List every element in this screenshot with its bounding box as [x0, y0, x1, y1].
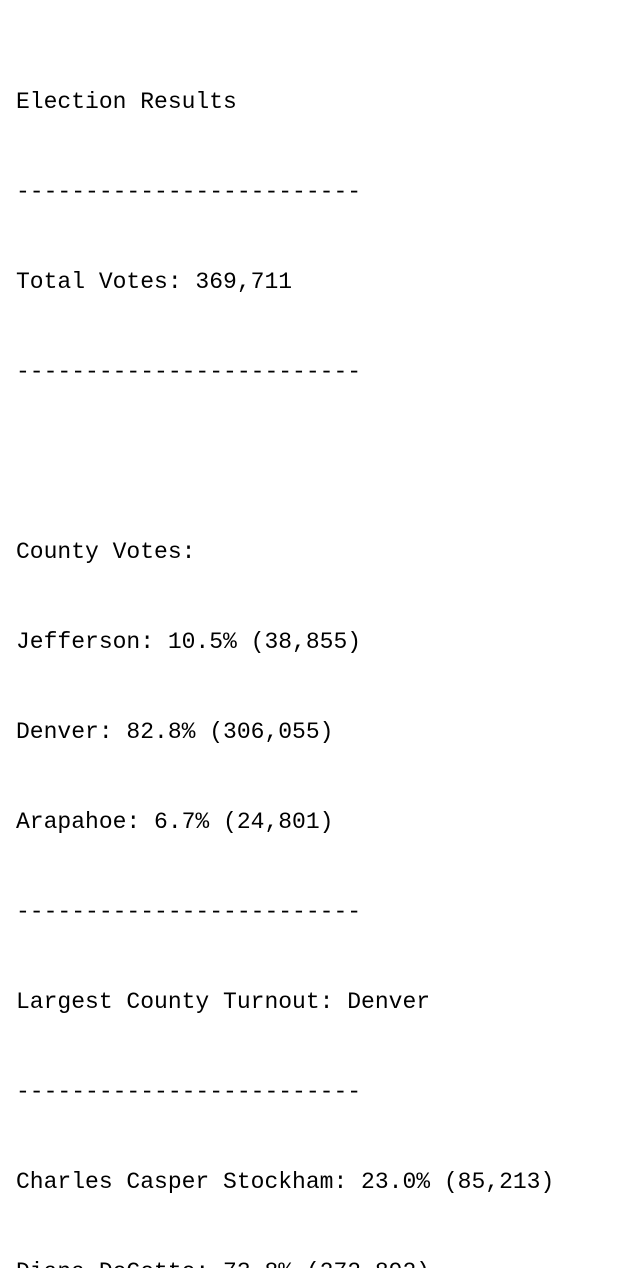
separator-line: ------------------------- [16, 1079, 362, 1105]
candidate-line-stockham: Charles Casper Stockham: 23.0% (85,213) [16, 1169, 555, 1195]
separator-line: ------------------------- [16, 179, 362, 205]
county-line-denver: Denver: 82.8% (306,055) [16, 719, 334, 745]
blank-line [16, 447, 624, 477]
largest-county-line: Largest County Turnout: Denver [16, 989, 431, 1015]
separator-line: ------------------------- [16, 899, 362, 925]
report-title: Election Results [16, 89, 237, 115]
county-line-jefferson: Jefferson: 10.5% (38,855) [16, 629, 362, 655]
candidate-line-degette: Diana DeGette: 73.8% (272,892) [16, 1257, 624, 1268]
total-votes-line: Total Votes: 369,711 [16, 269, 293, 295]
county-votes-header: County Votes: [16, 539, 196, 565]
election-results-output: Election Results -----------------------… [16, 27, 624, 1268]
separator-line: ------------------------- [16, 359, 362, 385]
county-line-arapahoe: Arapahoe: 6.7% (24,801) [16, 809, 334, 835]
